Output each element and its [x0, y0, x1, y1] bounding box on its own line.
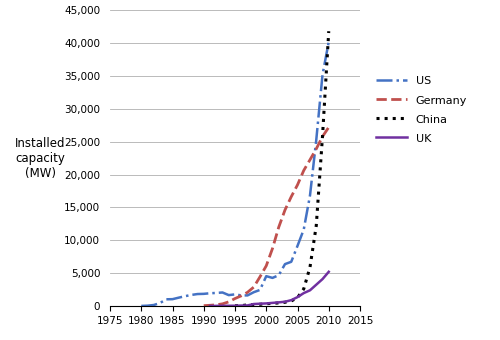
- Germany: [244, 290, 250, 294]
- UK: [301, 291, 307, 295]
- China: [238, 304, 244, 308]
- Germany: [201, 304, 207, 308]
- UK: [270, 301, 276, 305]
- US: [301, 227, 307, 232]
- China: [257, 302, 263, 306]
- UK: [263, 301, 269, 305]
- China: [313, 224, 320, 228]
- US: [213, 291, 219, 295]
- US: [238, 293, 244, 298]
- US: [226, 293, 232, 297]
- Germany: [257, 275, 263, 279]
- UK: [326, 270, 332, 274]
- Germany: [320, 135, 326, 139]
- China: [276, 301, 282, 305]
- China: [307, 265, 313, 269]
- Germany: [326, 125, 332, 129]
- US: [194, 292, 200, 296]
- UK: [232, 304, 238, 308]
- US: [244, 293, 250, 298]
- Germany: [307, 158, 313, 162]
- Line: US: US: [142, 42, 329, 306]
- China: [282, 300, 288, 304]
- US: [263, 274, 269, 278]
- Germany: [288, 195, 294, 199]
- Germany: [207, 303, 213, 307]
- US: [170, 297, 175, 301]
- US: [207, 291, 213, 295]
- US: [326, 40, 332, 44]
- US: [138, 304, 144, 308]
- China: [263, 302, 269, 306]
- China: [251, 303, 257, 307]
- China: [326, 29, 332, 33]
- Germany: [294, 183, 300, 187]
- UK: [307, 288, 313, 292]
- Germany: [263, 264, 269, 268]
- China: [301, 287, 307, 291]
- UK: [220, 304, 226, 308]
- UK: [207, 304, 213, 308]
- US: [151, 303, 157, 307]
- Germany: [220, 302, 226, 306]
- US: [320, 73, 326, 77]
- China: [288, 299, 294, 303]
- UK: [320, 277, 326, 281]
- Germany: [282, 208, 288, 212]
- Germany: [213, 303, 219, 307]
- US: [163, 297, 169, 301]
- Germany: [301, 168, 307, 172]
- China: [294, 296, 300, 300]
- UK: [257, 302, 263, 306]
- US: [257, 288, 263, 292]
- UK: [276, 300, 282, 304]
- US: [188, 293, 194, 297]
- Germany: [276, 225, 282, 229]
- US: [201, 292, 207, 296]
- Germany: [238, 294, 244, 298]
- US: [157, 301, 163, 305]
- UK: [251, 302, 257, 306]
- US: [282, 262, 288, 266]
- China: [244, 303, 250, 307]
- US: [288, 260, 294, 264]
- UK: [313, 283, 320, 287]
- Germany: [226, 300, 232, 304]
- Germany: [270, 246, 276, 251]
- China: [232, 304, 238, 308]
- UK: [244, 303, 250, 307]
- Line: China: China: [235, 31, 329, 306]
- UK: [238, 304, 244, 308]
- US: [251, 290, 257, 294]
- UK: [282, 300, 288, 304]
- Legend: US, Germany, China, UK: US, Germany, China, UK: [376, 75, 467, 144]
- China: [270, 301, 276, 305]
- US: [176, 295, 182, 300]
- US: [232, 292, 238, 296]
- US: [307, 193, 313, 198]
- US: [313, 138, 320, 142]
- Line: Germany: Germany: [204, 127, 329, 306]
- China: [320, 134, 326, 138]
- UK: [294, 295, 300, 299]
- Line: UK: UK: [210, 272, 329, 306]
- Germany: [313, 147, 320, 151]
- US: [276, 273, 282, 277]
- UK: [288, 298, 294, 302]
- Text: Installed
capacity
(MW): Installed capacity (MW): [15, 137, 65, 180]
- Germany: [251, 285, 257, 289]
- US: [144, 304, 150, 308]
- Germany: [232, 296, 238, 301]
- US: [220, 290, 226, 294]
- UK: [213, 304, 219, 308]
- US: [182, 294, 188, 298]
- US: [294, 244, 300, 248]
- UK: [226, 304, 232, 308]
- US: [270, 276, 276, 280]
